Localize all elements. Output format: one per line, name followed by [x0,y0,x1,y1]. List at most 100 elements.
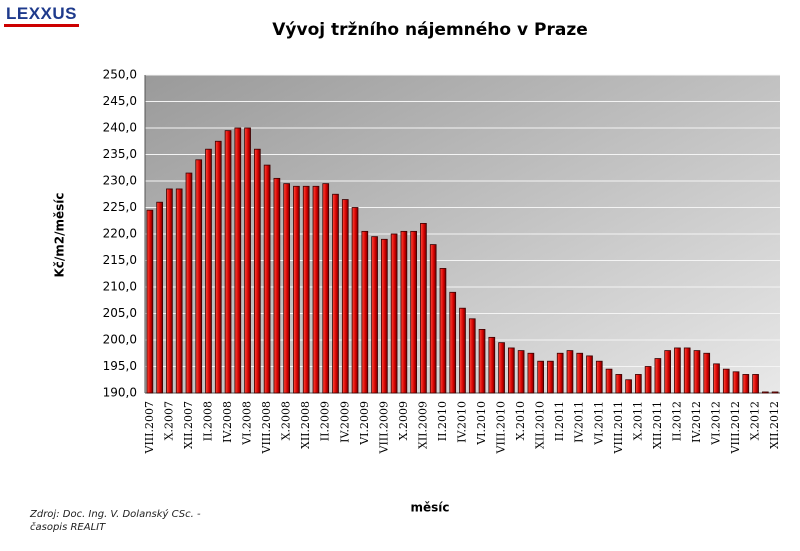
bar [547,360,554,394]
x-tick-label: XII.2012 [768,401,781,449]
y-tick-label: 195,0 [103,359,137,373]
x-tick-label: VIII.2011 [612,401,625,454]
x-tick-label: VIII.2009 [377,401,390,454]
bar [771,391,779,394]
bar [615,374,623,394]
y-axis-label: Kč/m2/měsíc [53,192,67,277]
bar [273,177,281,394]
y-tick-label: 205,0 [103,306,137,320]
bar [654,358,662,394]
bar [175,188,183,394]
chart-title: Vývoj tržního nájemného v Praze [272,20,588,40]
bar [302,185,310,394]
x-tick-label: IV.2010 [456,401,469,443]
x-tick-label: II.2010 [436,401,449,441]
x-tick-label: XII.2011 [651,401,664,449]
bar [508,347,515,394]
bar [214,140,222,394]
bar [195,159,203,394]
bar [605,368,613,394]
x-tick-label: X.2010 [514,401,527,440]
bar [322,183,330,394]
bar [703,352,711,394]
y-tick-label: 200,0 [103,333,137,347]
x-tick-label: II.2012 [670,401,683,441]
x-tick-label: VIII.2010 [495,401,508,454]
bar [713,363,720,394]
x-tick-label: VIII.2012 [729,401,742,454]
bar [410,230,417,394]
bar [341,199,349,394]
bar [537,360,544,394]
bar [595,360,603,394]
bar [361,230,369,394]
bar [205,148,212,394]
bar [400,230,408,394]
bar [762,391,769,394]
bar [449,291,457,394]
bar [156,201,163,394]
bar [293,185,300,394]
bar [576,352,584,394]
x-tick-label: IV.2009 [338,401,351,443]
bar [283,183,290,394]
x-tick-label: X.2009 [397,401,410,440]
x-axis-label: měsíc [410,501,449,515]
bar [478,328,486,394]
bar [332,193,339,394]
x-tick-label: II.2009 [319,401,332,441]
bar [420,222,427,394]
y-tick-label: 240,0 [103,121,137,135]
x-tick-label: IV.2012 [690,401,703,443]
source-line: Zdroj: Doc. Ing. V. Dolanský CSc. - [30,509,201,520]
bar [683,347,691,394]
x-tick-label: VI.2010 [475,401,488,446]
bar [166,188,173,394]
bar [635,374,642,394]
bar [381,238,388,394]
y-tick-label: 245,0 [103,94,137,108]
x-tick-label: X.2011 [631,401,644,440]
source-line: časopis REALIT [30,522,106,533]
source: Zdroj: Doc. Ing. V. Dolanský CSc. - časo… [30,508,201,534]
y-tick-label: 225,0 [103,200,137,214]
bar [517,350,525,394]
bar [439,268,447,394]
bar [722,368,730,394]
y-tick-label: 235,0 [103,147,137,161]
bar [586,355,593,394]
x-tick-label: VIII.2008 [260,401,273,454]
bar [488,336,496,394]
x-tick-label: VI.2011 [592,401,605,446]
x-tick-label: X.2007 [162,401,175,440]
bar [244,127,251,394]
y-tick-label: 220,0 [103,227,137,241]
bar [742,374,750,394]
bar [312,185,320,394]
bar [254,148,261,394]
x-tick-label: IV.2011 [573,401,586,443]
bar [566,350,574,394]
x-tick-label: XII.2009 [416,401,429,449]
y-tick-label: 210,0 [103,280,137,294]
bar [390,233,398,394]
y-tick-label: 250,0 [103,68,137,82]
x-tick-label: II.2011 [553,401,566,441]
x-tick-label: X.2008 [280,401,293,440]
bar [146,209,154,394]
bar [468,318,476,394]
bar [625,379,632,394]
x-tick-label: XII.2008 [299,401,312,449]
bar [556,352,564,394]
y-tick-label: 230,0 [103,174,137,188]
logo: LEXXUS [4,4,80,27]
bar [527,352,535,394]
bar [459,307,466,394]
x-tick-label: IV.2008 [221,401,234,443]
bar [752,374,759,394]
bar [224,130,232,394]
bar [498,342,505,394]
bar [664,350,671,394]
x-tick-label: VI.2009 [358,401,371,446]
